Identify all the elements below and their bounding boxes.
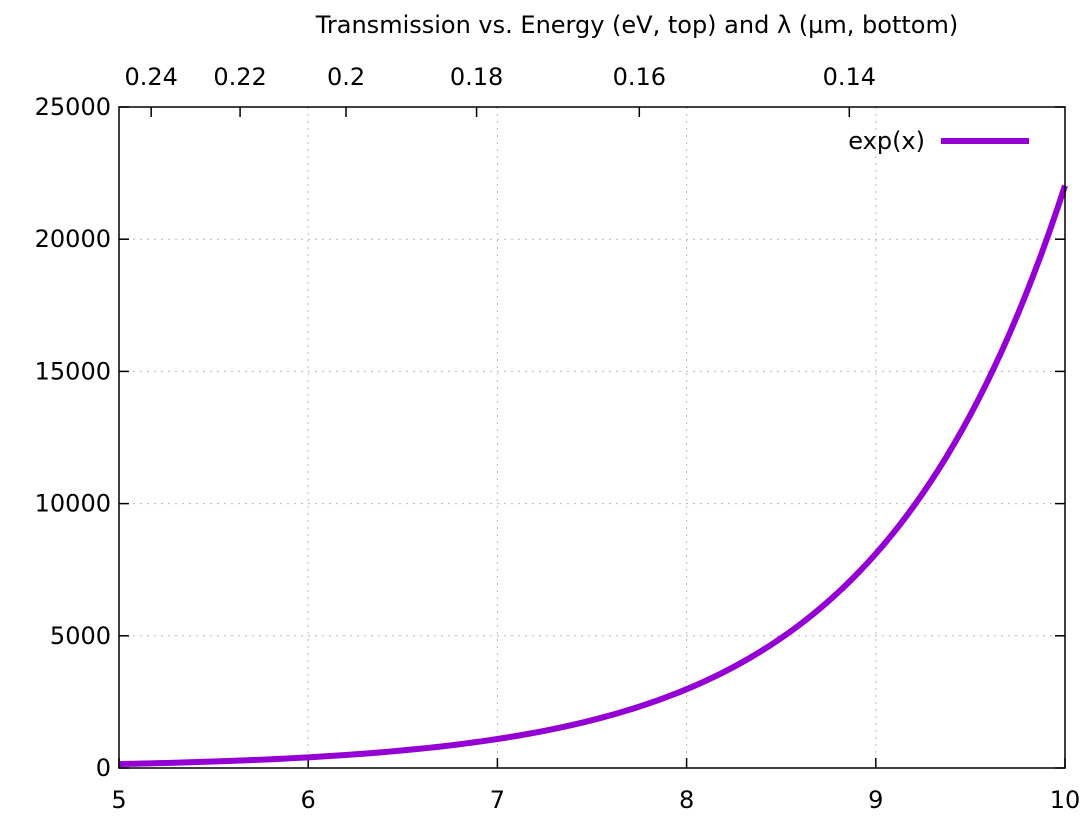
x-axis-tick-labels: 5 6 7 8 9 10 [111, 786, 1080, 814]
x2-tick-label: 0.14 [823, 63, 876, 91]
legend: exp(x) [848, 127, 1029, 155]
y-tick-label: 10000 [35, 490, 111, 518]
x-tick-label: 8 [679, 786, 694, 814]
chart-title: Transmission vs. Energy (eV, top) and λ … [315, 11, 958, 39]
x-tick-label: 7 [490, 786, 505, 814]
x2-axis-tick-labels: 0.24 0.22 0.2 0.18 0.16 0.14 [124, 63, 876, 91]
x-tick-label: 5 [111, 786, 126, 814]
y-tick-label: 15000 [35, 357, 111, 385]
x-tick-label: 9 [868, 786, 883, 814]
x-tick-label: 10 [1050, 786, 1081, 814]
y-tick-label: 25000 [35, 93, 111, 121]
plot-frame [118, 106, 1066, 769]
y-tick-label: 0 [96, 754, 111, 782]
grid [119, 107, 1065, 768]
x2-tick-label: 0.2 [327, 63, 365, 91]
y-tick-label: 20000 [35, 225, 111, 253]
x-tick-label: 6 [301, 786, 316, 814]
x2-tick-label: 0.16 [613, 63, 666, 91]
legend-label: exp(x) [848, 127, 925, 155]
x2-tick-label: 0.18 [450, 63, 503, 91]
x2-tick-label: 0.24 [124, 63, 177, 91]
axis-ticks [118, 106, 1066, 769]
y-axis-tick-labels: 0 5000 10000 15000 20000 25000 [35, 93, 111, 782]
series-line-exp [118, 184, 1068, 768]
x2-tick-label: 0.22 [213, 63, 266, 91]
series-layer [118, 184, 1068, 768]
y-tick-label: 5000 [50, 622, 111, 650]
